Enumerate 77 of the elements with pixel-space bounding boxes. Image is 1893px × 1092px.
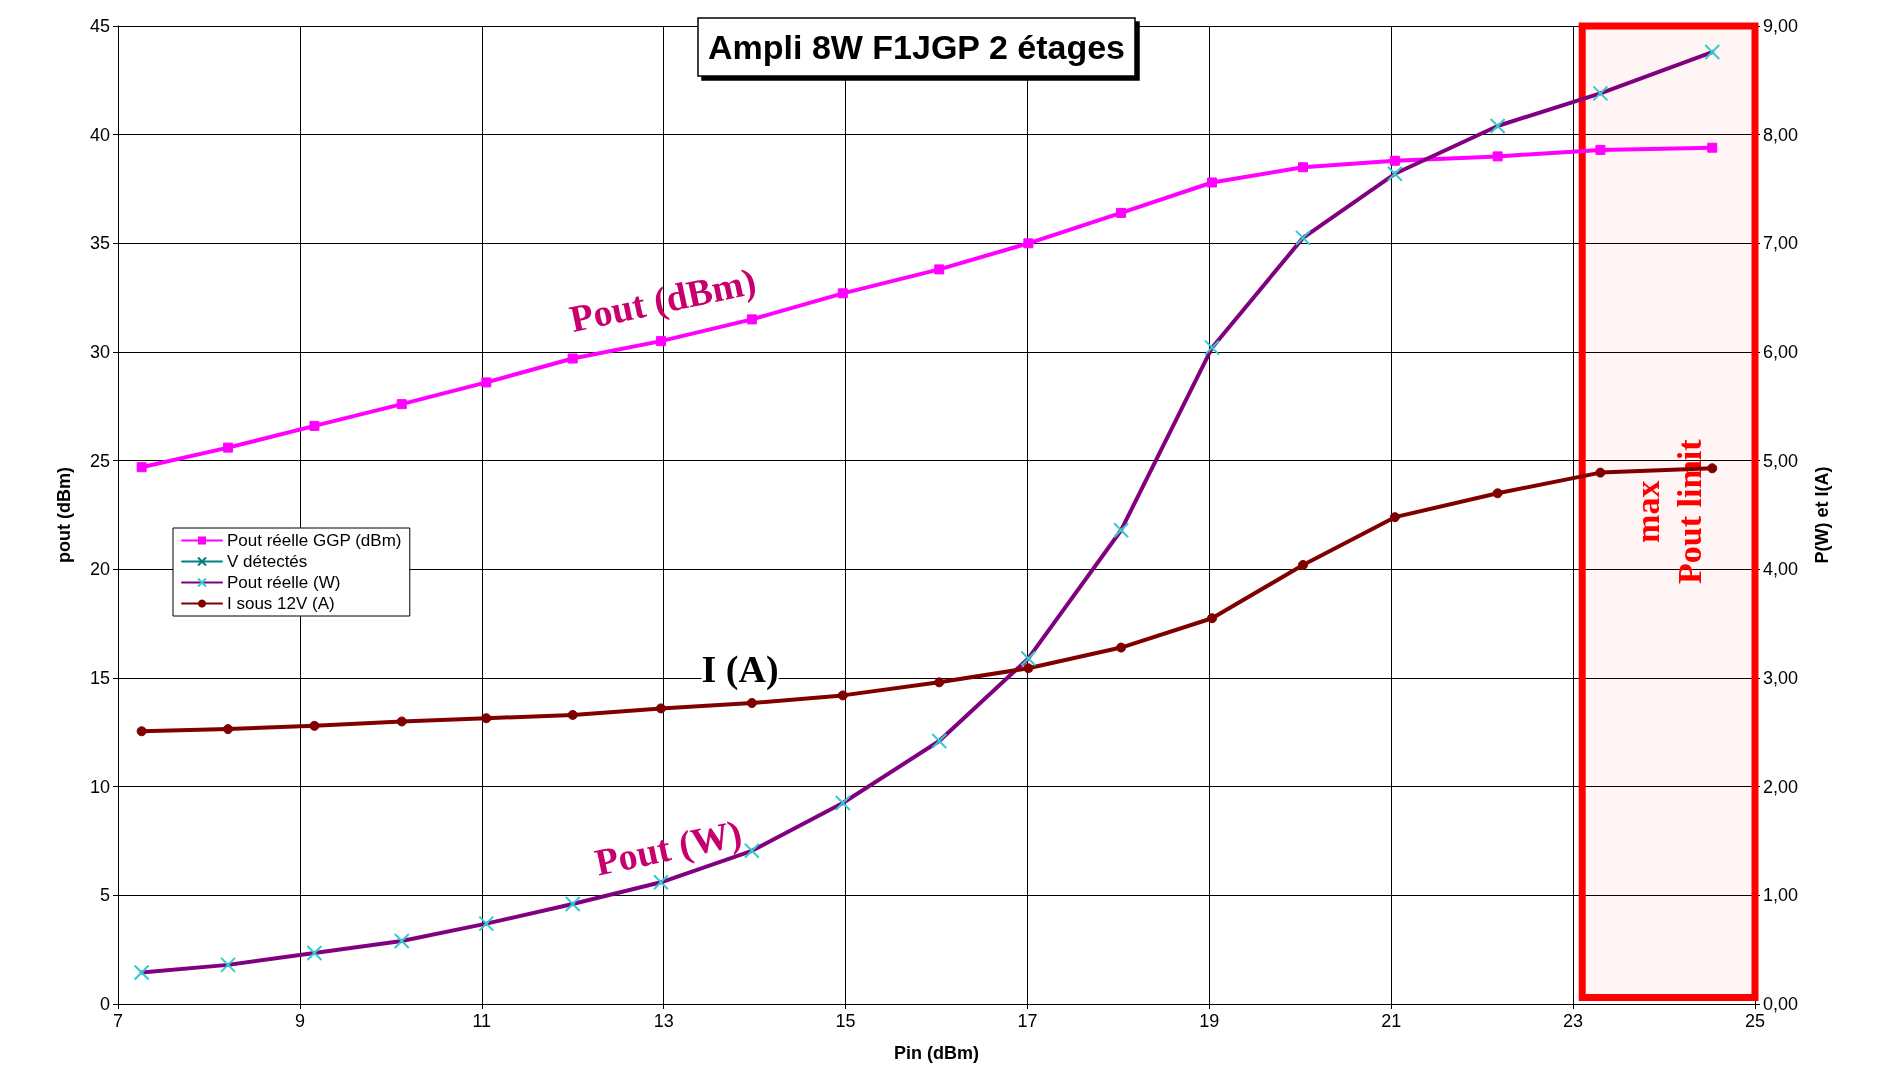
point bbox=[1595, 467, 1606, 478]
y-tick-label: 5 bbox=[99, 885, 110, 906]
legend-label: I sous 12V (A) bbox=[227, 594, 335, 613]
x-tick-label: 13 bbox=[653, 1011, 674, 1031]
point bbox=[655, 336, 666, 347]
y2-tick-label: 1,00 bbox=[1763, 885, 1799, 906]
point bbox=[1492, 488, 1503, 499]
y2-tick-label: 8,00 bbox=[1763, 124, 1799, 145]
x-tick-label: 11 bbox=[472, 1011, 492, 1031]
y-tick-label: 45 bbox=[89, 16, 110, 36]
point bbox=[481, 377, 492, 388]
point bbox=[1116, 642, 1127, 653]
x-tick-label: 25 bbox=[1744, 1011, 1766, 1031]
point bbox=[837, 690, 848, 701]
band-label: max Pout limit bbox=[1629, 438, 1709, 584]
y-tick-label: 30 bbox=[89, 342, 110, 362]
x-tick-label: 23 bbox=[1563, 1011, 1584, 1031]
legend-label: V détectés bbox=[227, 552, 308, 571]
y2-tick-label: 4,00 bbox=[1763, 559, 1799, 580]
x-tick-label: 9 bbox=[294, 1011, 305, 1031]
point bbox=[1207, 177, 1218, 188]
y2-axis-title: P(W) et I(A) bbox=[1812, 466, 1832, 564]
annotation: Pout (W) bbox=[591, 811, 746, 885]
point bbox=[1389, 155, 1400, 166]
y-tick-label: 10 bbox=[89, 776, 110, 797]
point bbox=[396, 399, 407, 410]
point bbox=[1707, 463, 1718, 474]
point bbox=[309, 420, 320, 431]
y2-tick-label: 9,00 bbox=[1763, 16, 1799, 36]
point bbox=[567, 353, 578, 364]
point bbox=[655, 703, 666, 714]
point bbox=[1595, 144, 1606, 155]
y-axis-title: pout (dBm) bbox=[54, 467, 74, 563]
point bbox=[223, 442, 234, 453]
legend-label: Pout réelle (W) bbox=[227, 573, 341, 592]
point bbox=[1207, 613, 1218, 624]
point bbox=[1023, 663, 1034, 674]
point bbox=[136, 726, 147, 737]
chart-title: Ampli 8W F1JGP 2 étages bbox=[708, 28, 1125, 66]
point bbox=[1707, 142, 1718, 153]
x-tick-label: 7 bbox=[112, 1011, 124, 1031]
y2-tick-label: 7,00 bbox=[1763, 233, 1799, 254]
x-tick-label: 21 bbox=[1381, 1011, 1402, 1031]
point bbox=[481, 713, 492, 724]
annotation: I (A) bbox=[701, 648, 779, 692]
y-tick-label: 40 bbox=[89, 124, 110, 145]
annotation: Pout (dBm) bbox=[566, 259, 760, 341]
point bbox=[223, 724, 234, 735]
point bbox=[837, 288, 848, 299]
point bbox=[1492, 151, 1503, 162]
y-tick-label: 20 bbox=[89, 559, 110, 580]
legend-label: Pout réelle GGP (dBm) bbox=[227, 531, 402, 550]
y2-tick-label: 5,00 bbox=[1763, 450, 1799, 471]
y2-tick-label: 2,00 bbox=[1763, 776, 1799, 797]
x-tick-label: 17 bbox=[1017, 1011, 1038, 1031]
point bbox=[746, 698, 757, 708]
y-tick-label: 15 bbox=[89, 668, 110, 688]
point bbox=[396, 716, 407, 727]
point bbox=[136, 462, 147, 473]
y-tick-label: 35 bbox=[89, 233, 110, 254]
point bbox=[934, 677, 945, 688]
x-tick-label: 15 bbox=[835, 1011, 856, 1031]
y-tick-label: 0 bbox=[99, 994, 110, 1014]
point bbox=[1116, 207, 1127, 218]
point bbox=[1298, 162, 1309, 173]
point bbox=[934, 264, 945, 275]
point bbox=[1023, 238, 1034, 249]
point bbox=[309, 720, 320, 731]
x-tick-label: 19 bbox=[1199, 1011, 1220, 1031]
y2-tick-label: 6,00 bbox=[1763, 342, 1799, 362]
x-axis-title: Pin (dBm) bbox=[894, 1043, 979, 1063]
point bbox=[1298, 559, 1309, 570]
y2-tick-label: 0,00 bbox=[1763, 994, 1799, 1014]
point bbox=[1389, 512, 1400, 523]
point bbox=[567, 709, 578, 720]
y-tick-label: 25 bbox=[89, 450, 110, 471]
y2-tick-label: 3,00 bbox=[1763, 668, 1799, 688]
